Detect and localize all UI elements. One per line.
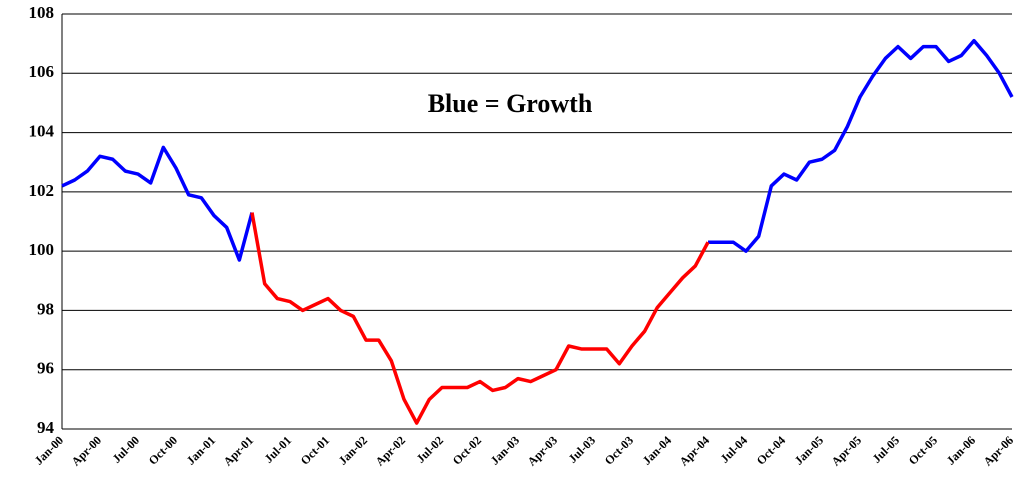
x-tick-label: Apr-00 [69,433,105,469]
x-tick-label: Oct-00 [146,433,180,467]
y-tick-label: 96 [37,359,54,378]
x-tick-label: Oct-04 [754,433,788,467]
x-tick-label: Apr-04 [677,433,713,469]
x-tick-label: Apr-03 [525,433,561,469]
series-line [61,38,1014,262]
y-tick-label: 98 [37,299,54,318]
x-tick-label: Jan-03 [488,433,522,467]
x-tick-label: Jul-02 [414,433,447,466]
y-tick-label: 100 [29,240,55,259]
x-tick-label: Jan-00 [32,433,66,467]
y-tick-label: 94 [37,418,55,437]
x-tick-label: Jul-05 [870,433,903,466]
x-tick-label: Jul-00 [110,433,143,466]
x-tick-label: Oct-03 [602,433,636,467]
x-tick-label: Apr-05 [829,433,865,469]
x-tick-label: Jan-01 [184,433,218,467]
y-tick-label: 108 [29,3,55,22]
annotation: Blue = Growth [428,89,593,118]
x-tick-label: Jul-01 [262,433,295,466]
x-tick-label: Apr-02 [373,433,409,469]
y-tick-label: 104 [29,121,55,140]
y-tick-label: 106 [29,62,55,81]
y-tick-label: 102 [29,181,55,200]
x-tick-label: Jan-06 [944,433,978,467]
x-tick-label: Apr-06 [981,433,1014,469]
x-tick-label: Oct-05 [906,433,940,467]
x-tick-label: Oct-01 [298,433,332,467]
x-tick-label: Apr-01 [221,433,257,469]
x-tick-label: Jan-05 [792,433,826,467]
x-tick-label: Jul-04 [718,433,751,466]
x-tick-label: Oct-02 [450,433,484,467]
series-line [250,212,710,425]
x-tick-label: Jul-03 [566,433,599,466]
x-tick-label: Jan-04 [640,433,674,467]
x-tick-label: Jan-02 [336,433,370,467]
